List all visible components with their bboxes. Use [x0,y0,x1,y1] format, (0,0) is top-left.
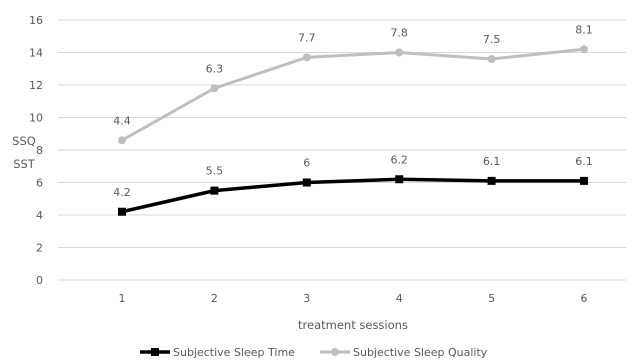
series-line [121,47,585,142]
data-label: 7.8 [390,27,408,40]
data-point [580,176,588,185]
y-tick-label: 16 [29,14,43,27]
legend-swatch-marker [151,348,159,356]
data-label: 7.5 [483,33,501,46]
data-point [118,136,126,145]
data-label: 6.1 [483,155,501,168]
data-point [395,48,404,57]
x-axis-ticks: 1 2 3 4 5 6 [119,292,588,305]
y-axis-ticks: 0 2 4 6 8 10 12 14 16 [29,14,43,287]
x-axis-title: treatment sessions [298,318,408,332]
y-tick-label: 2 [36,242,43,255]
x-tick-label: 2 [211,292,218,305]
x-tick-label: 6 [581,292,588,305]
legend-swatch-marker [331,348,339,356]
data-point [487,55,496,63]
y-tick-label: 4 [36,209,43,222]
data-point [487,176,496,185]
y-tick-label: 6 [36,177,43,190]
data-point [580,45,588,54]
series-subjective-sleep-time: 4.2 5.5 6 6.2 6.1 6.1 [113,153,593,216]
x-tick-label: 5 [488,292,495,305]
data-point [210,84,219,93]
series-layer: 4.4 6.3 7.7 7.8 7.5 8.1 4.2 5.5 6 6.2 6.1 6.1 [113,23,593,216]
data-label: 6.1 [575,155,593,168]
data-label: 8.1 [575,23,593,36]
data-label: 4.2 [113,186,131,199]
data-label: 4.4 [113,114,131,127]
data-point [210,186,219,195]
legend-label: Subjective Sleep Quality [353,346,488,359]
y-tick-label: 12 [29,79,43,92]
y-tick-label: 10 [29,112,43,125]
gridlines [58,19,626,281]
data-label: 6.2 [390,153,408,166]
data-label: 6.3 [206,62,224,75]
data-point [118,207,126,216]
data-label: 5.5 [206,165,224,178]
series-subjective-sleep-quality: 4.4 6.3 7.7 7.8 7.5 8.1 [113,23,593,145]
legend-item-subjective-sleep-time: Subjective Sleep Time [140,346,295,359]
x-tick-label: 3 [303,292,310,305]
y-axis-title: SSQ SST [12,134,36,171]
data-point [302,178,311,187]
data-point [302,53,311,62]
legend: Subjective Sleep Time Subjective Sleep Qu… [140,346,488,359]
x-tick-label: 1 [119,292,126,305]
y-axis-title-line-2: SST [13,157,36,171]
y-tick-label: 8 [36,144,43,157]
y-tick-label: 14 [29,47,43,60]
legend-item-subjective-sleep-quality: Subjective Sleep Quality [320,346,488,359]
y-axis-title-line-1: SSQ [12,134,36,148]
y-tick-label: 0 [36,274,43,287]
data-label: 6 [303,157,310,170]
x-tick-label: 4 [396,292,403,305]
series-line [121,177,584,214]
data-label: 7.7 [298,31,316,44]
data-point [395,175,404,184]
legend-label: Subjective Sleep Time [173,346,295,359]
